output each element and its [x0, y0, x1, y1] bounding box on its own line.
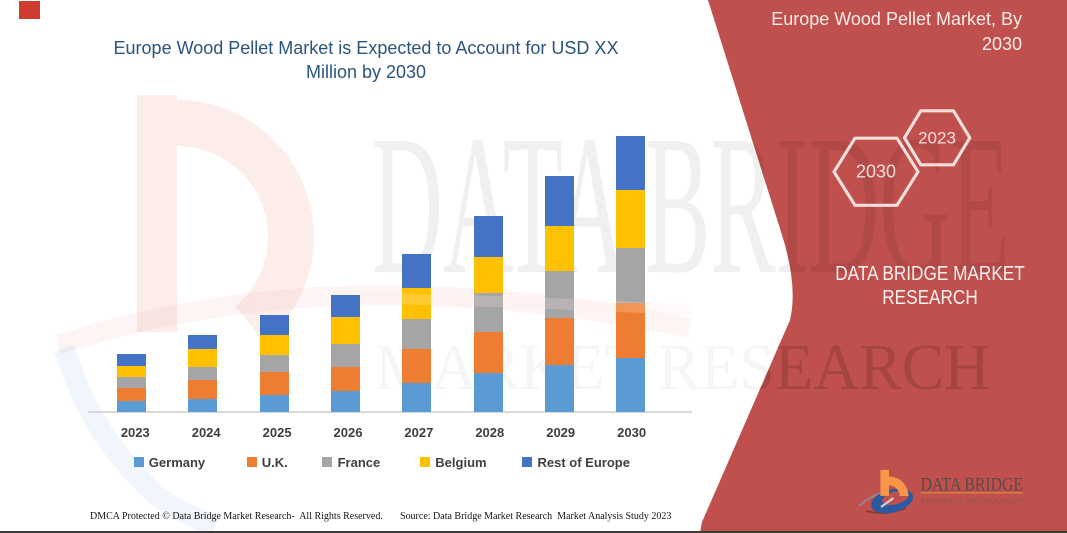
svg-text:2030: 2030 — [856, 162, 896, 182]
svg-text:2023: 2023 — [918, 129, 956, 148]
svg-text:MARKET RESEARCH: MARKET RESEARCH — [921, 497, 1022, 506]
svg-text:DATA BRIDGE: DATA BRIDGE — [921, 475, 1023, 496]
